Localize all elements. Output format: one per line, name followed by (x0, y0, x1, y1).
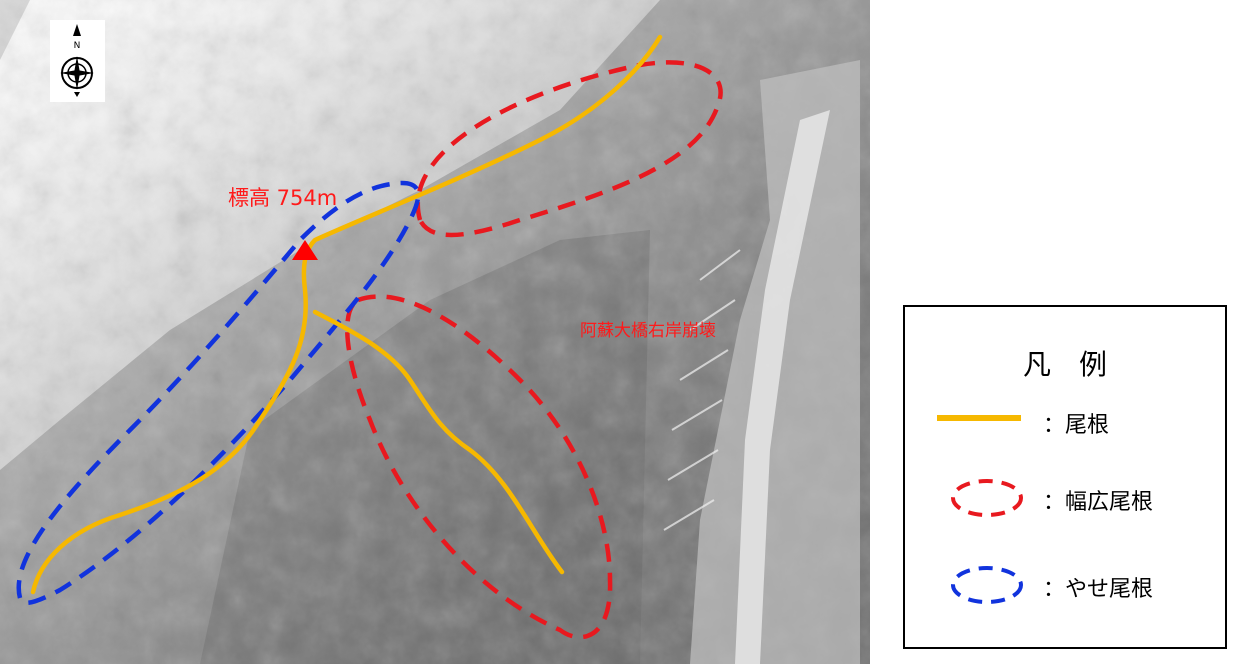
terrace-lines (663, 249, 741, 531)
compass-rose-icon: N (50, 20, 105, 102)
svg-text:N: N (74, 41, 81, 51)
river-channel (735, 110, 830, 664)
solid-line-icon (937, 415, 1021, 421)
legend-item-label: ：尾根 (1043, 413, 1110, 438)
collapse-label: 阿蘇大橋右岸崩壊 (580, 321, 716, 341)
legend: 凡 例 ：尾根 ：幅広尾根 ：やせ尾根 (903, 305, 1227, 649)
legend-title: 凡 例 (1022, 348, 1107, 381)
elevation-label: 標高 754m (228, 186, 338, 210)
ridge-main (30, 34, 663, 595)
legend-item-narrow-ridge: ：やせ尾根 (935, 559, 1225, 609)
legend-item-label: ：幅広尾根 (1043, 490, 1154, 515)
blue-dashed-ellipse-icon (951, 566, 1023, 604)
narrow-ridge (16, 180, 421, 606)
wide-ridge-upper (415, 60, 723, 238)
hillshade-map: N (0, 0, 870, 664)
wide-ridge-lower (345, 294, 613, 640)
legend-item-ridge: ：尾根 (935, 395, 1225, 445)
triangle-marker-icon (292, 240, 318, 260)
legend-item-label: ：やせ尾根 (1043, 577, 1154, 602)
red-dashed-ellipse-icon (951, 479, 1023, 517)
legend-item-wide-ridge: ：幅広尾根 (935, 472, 1225, 522)
ridge-branch (312, 309, 565, 575)
